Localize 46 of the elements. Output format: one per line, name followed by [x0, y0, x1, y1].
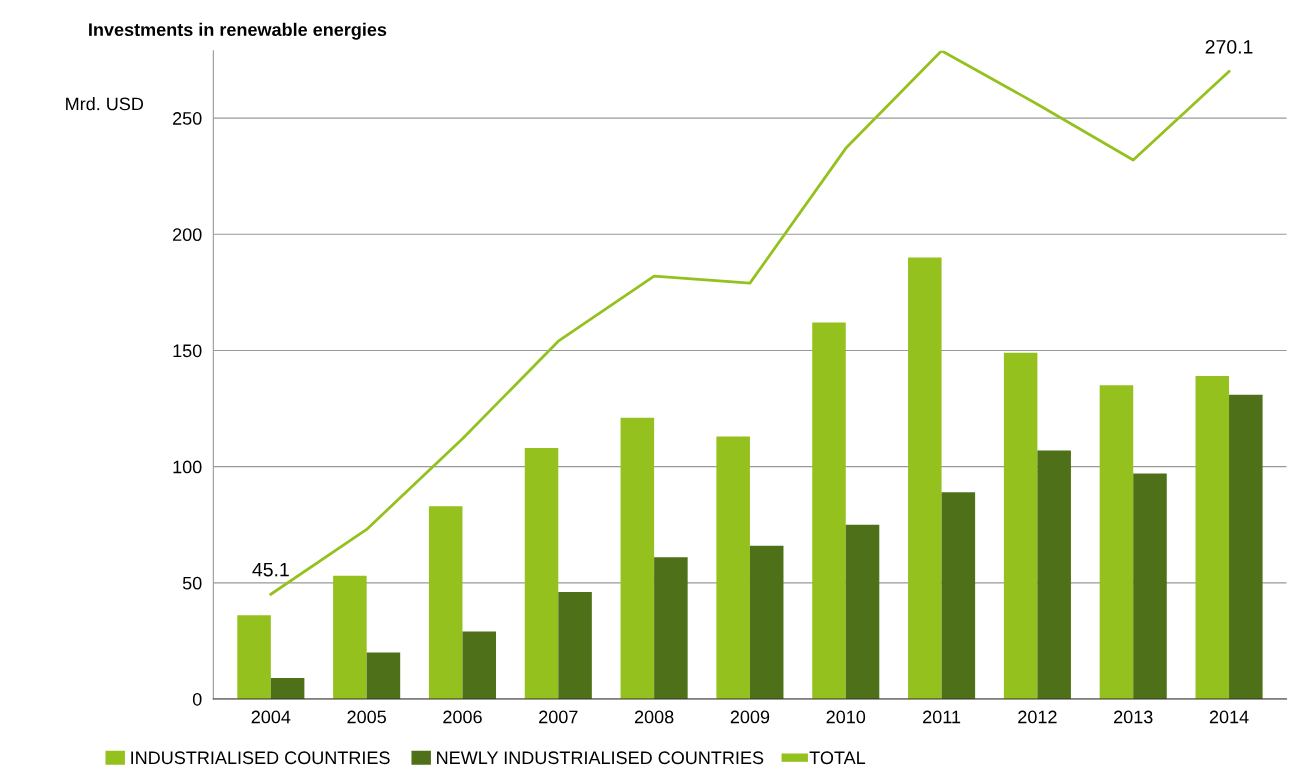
y-tick-label: 50 — [182, 576, 202, 590]
legend-label: NEWLY INDUSTRIALISED COUNTRIES — [437, 751, 764, 765]
chart-title: Investments in renewable energies — [89, 22, 387, 40]
x-tick-label: 2014 — [1209, 710, 1249, 724]
bar — [1195, 376, 1230, 699]
bar — [1133, 473, 1167, 699]
y-tick-label: 200 — [173, 228, 202, 242]
y-axis-title: Mrd. USD — [66, 97, 144, 111]
x-tick-label: 2011 — [923, 710, 961, 724]
y-tick-label: 250 — [173, 112, 202, 125]
bar — [941, 492, 976, 699]
bar — [1099, 385, 1134, 699]
bar — [270, 678, 305, 699]
bar — [1003, 352, 1038, 699]
bar — [620, 417, 655, 699]
bar — [1037, 450, 1071, 699]
x-tick-label: 2009 — [730, 710, 770, 724]
bar — [1229, 394, 1263, 699]
x-tick-label: 2012 — [1018, 710, 1057, 724]
data-label: 45.1 — [252, 562, 289, 577]
bar — [845, 524, 880, 699]
data-label: 270.1 — [1205, 39, 1253, 54]
y-tick-label: 150 — [173, 344, 202, 358]
x-tick-label: 2004 — [251, 710, 291, 724]
x-tick-label: 2006 — [443, 710, 482, 724]
x-tick-label: 2008 — [634, 710, 674, 724]
bar — [524, 448, 559, 699]
bar — [654, 557, 688, 699]
bar — [749, 545, 784, 699]
bar — [333, 575, 367, 699]
bar — [237, 615, 271, 699]
bar — [366, 652, 401, 699]
bar — [812, 322, 846, 699]
x-tick-label: 2005 — [347, 710, 386, 724]
x-tick-label: 2010 — [826, 710, 866, 724]
y-tick-label: 100 — [173, 460, 202, 474]
legend-label: INDUSTRIALISED COUNTRIES — [131, 751, 390, 765]
y-tick-label: 0 — [192, 692, 202, 706]
bar — [716, 436, 750, 699]
bar — [908, 257, 942, 699]
bar — [428, 506, 463, 699]
bar — [462, 631, 497, 699]
legend-label: TOTAL — [809, 751, 866, 765]
bar — [558, 592, 592, 699]
x-tick-label: 2013 — [1114, 710, 1153, 724]
x-tick-label: 2007 — [539, 710, 578, 724]
